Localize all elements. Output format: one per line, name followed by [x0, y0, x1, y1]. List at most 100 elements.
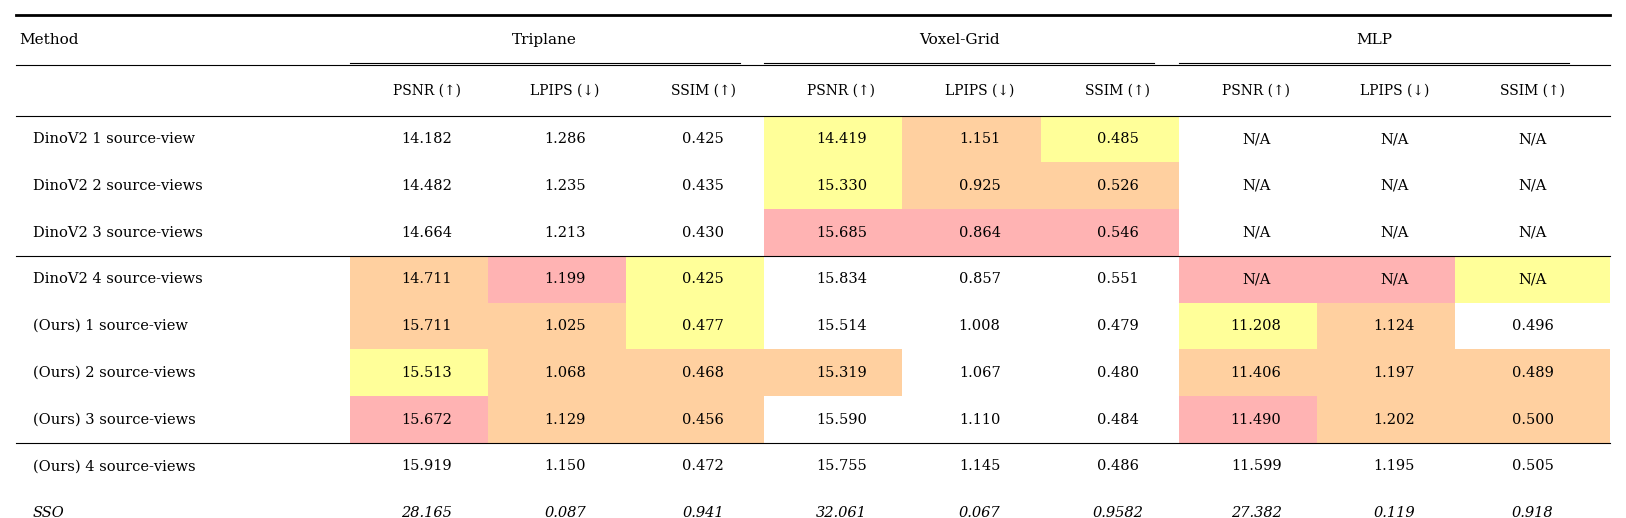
Bar [1041, 116, 1179, 163]
Text: 28.165: 28.165 [402, 506, 452, 518]
Text: 15.919: 15.919 [402, 459, 452, 473]
Text: 0.479: 0.479 [1098, 319, 1138, 333]
Text: LPIPS (↓): LPIPS (↓) [945, 83, 1015, 97]
Text: N/A: N/A [1380, 225, 1408, 239]
Text: 0.857: 0.857 [959, 272, 1000, 286]
Text: 0.486: 0.486 [1098, 459, 1138, 473]
Text: 15.319: 15.319 [816, 366, 867, 380]
Text: N/A: N/A [1380, 179, 1408, 193]
Text: 15.330: 15.330 [816, 179, 867, 193]
Text: 15.514: 15.514 [816, 319, 867, 333]
Text: N/A: N/A [1242, 272, 1270, 286]
Text: 0.456: 0.456 [683, 413, 724, 427]
Text: 15.685: 15.685 [816, 225, 867, 239]
Text: 0.425: 0.425 [683, 132, 724, 146]
Text: 14.482: 14.482 [402, 179, 452, 193]
Text: 0.505: 0.505 [1512, 459, 1553, 473]
Text: SSO: SSO [33, 506, 65, 518]
Text: N/A: N/A [1519, 132, 1546, 146]
Bar [488, 396, 626, 443]
Text: 15.755: 15.755 [816, 459, 867, 473]
Text: 0.496: 0.496 [1512, 319, 1553, 333]
Text: 1.124: 1.124 [1374, 319, 1415, 333]
Text: 1.151: 1.151 [959, 132, 1000, 146]
Bar [1179, 256, 1317, 303]
Bar [902, 116, 1041, 163]
Text: 0.485: 0.485 [1098, 132, 1138, 146]
Text: DinoV2 2 source-views: DinoV2 2 source-views [33, 179, 202, 193]
Text: N/A: N/A [1519, 225, 1546, 239]
Bar [902, 163, 1041, 209]
Bar [1041, 209, 1179, 256]
Bar [1455, 256, 1610, 303]
Text: 15.711: 15.711 [402, 319, 452, 333]
Text: 0.864: 0.864 [959, 225, 1000, 239]
Text: 0.480: 0.480 [1098, 366, 1138, 380]
Text: N/A: N/A [1242, 225, 1270, 239]
Text: N/A: N/A [1242, 179, 1270, 193]
Text: 1.110: 1.110 [959, 413, 1000, 427]
Text: N/A: N/A [1519, 272, 1546, 286]
Bar [1179, 350, 1317, 396]
Bar [1317, 350, 1455, 396]
Bar [1317, 396, 1455, 443]
Text: SSIM (↑): SSIM (↑) [672, 83, 735, 97]
Text: N/A: N/A [1380, 272, 1408, 286]
Text: Triplane: Triplane [512, 33, 577, 47]
Bar [764, 116, 902, 163]
Text: (Ours) 4 source-views: (Ours) 4 source-views [33, 459, 195, 473]
Text: 1.199: 1.199 [545, 272, 585, 286]
Text: Voxel-Grid: Voxel-Grid [919, 33, 1000, 47]
Text: 14.664: 14.664 [402, 225, 452, 239]
Text: 1.286: 1.286 [545, 132, 585, 146]
Text: 1.213: 1.213 [545, 225, 585, 239]
Bar [1455, 350, 1610, 396]
Text: 14.182: 14.182 [402, 132, 452, 146]
Text: 1.235: 1.235 [545, 179, 585, 193]
Bar [626, 256, 764, 303]
Text: N/A: N/A [1242, 132, 1270, 146]
Text: 1.008: 1.008 [959, 319, 1000, 333]
Bar [764, 350, 902, 396]
Text: N/A: N/A [1380, 132, 1408, 146]
Text: 15.513: 15.513 [402, 366, 452, 380]
Text: 11.490: 11.490 [1231, 413, 1281, 427]
Text: 15.834: 15.834 [816, 272, 867, 286]
Bar [764, 163, 902, 209]
Bar [764, 209, 902, 256]
Text: 1.067: 1.067 [959, 366, 1000, 380]
Text: SSIM (↑): SSIM (↑) [1086, 83, 1150, 97]
Text: 11.406: 11.406 [1231, 366, 1281, 380]
Text: 1.025: 1.025 [545, 319, 585, 333]
Text: DinoV2 4 source-views: DinoV2 4 source-views [33, 272, 202, 286]
Text: PSNR (↑): PSNR (↑) [1223, 83, 1289, 97]
Bar [1317, 256, 1455, 303]
Text: Method: Method [20, 33, 78, 47]
Text: 1.129: 1.129 [545, 413, 585, 427]
Bar [488, 256, 626, 303]
Text: 0.087: 0.087 [545, 506, 585, 518]
Bar [488, 350, 626, 396]
Text: (Ours) 3 source-views: (Ours) 3 source-views [33, 413, 195, 427]
Text: 0.918: 0.918 [1512, 506, 1553, 518]
Text: 0.425: 0.425 [683, 272, 724, 286]
Text: 0.9582: 0.9582 [1093, 506, 1143, 518]
Bar [902, 209, 1041, 256]
Text: 1.197: 1.197 [1374, 366, 1415, 380]
Text: 32.061: 32.061 [816, 506, 867, 518]
Text: 11.599: 11.599 [1231, 459, 1281, 473]
Text: 1.150: 1.150 [545, 459, 585, 473]
Text: 0.468: 0.468 [683, 366, 724, 380]
Bar [350, 350, 488, 396]
Text: 0.941: 0.941 [683, 506, 724, 518]
Text: PSNR (↑): PSNR (↑) [808, 83, 875, 97]
Bar [1179, 303, 1317, 350]
Text: (Ours) 1 source-view: (Ours) 1 source-view [33, 319, 187, 333]
Bar [626, 350, 764, 396]
Text: 1.068: 1.068 [545, 366, 585, 380]
Text: 1.195: 1.195 [1374, 459, 1415, 473]
Bar [1455, 396, 1610, 443]
Text: 0.472: 0.472 [683, 459, 724, 473]
Text: 14.711: 14.711 [402, 272, 452, 286]
Text: 0.067: 0.067 [959, 506, 1000, 518]
